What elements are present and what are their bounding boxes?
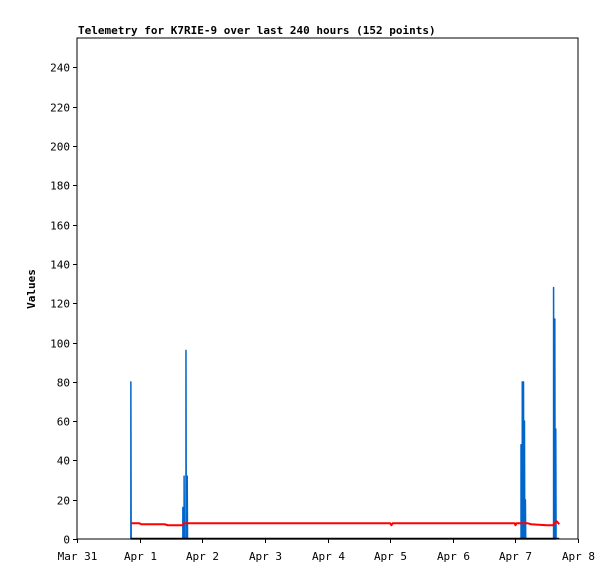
axis-layer: 0 20 40 60 80 100 120 140 160 180 200 220 240 Mar 31 A… — [50, 37, 595, 563]
y-tick-label-9: 180 — [50, 180, 70, 193]
y-tick-label-6: 120 — [50, 298, 70, 311]
x-tick-label-2: Apr 2 — [186, 550, 219, 563]
x-tick-label-0: Mar 31 — [58, 550, 98, 563]
x-tick-label-5: Apr 5 — [374, 550, 407, 563]
x-tick-label-7: Apr 7 — [499, 550, 532, 563]
x-tick-label-6: Apr 6 — [437, 550, 470, 563]
y-tick-label-2: 40 — [57, 455, 70, 468]
x-tick-label-1: Apr 1 — [124, 550, 157, 563]
x-tick-label-4: Apr 4 — [312, 550, 345, 563]
x-tick-label-3: Apr 3 — [249, 550, 282, 563]
y-tick-label-10: 200 — [50, 141, 70, 154]
y-tick-label-0: 0 — [63, 534, 70, 547]
x-tick-label-8: Apr 8 — [562, 550, 595, 563]
plot-frame — [76, 37, 579, 540]
y-tick-label-8: 160 — [50, 220, 70, 233]
y-tick-label-4: 80 — [57, 377, 70, 390]
y-tick-label-1: 20 — [57, 495, 70, 508]
y-tick-label-11: 220 — [50, 102, 70, 115]
y-tick-label-5: 100 — [50, 338, 70, 351]
y-axis-label: Values — [25, 269, 38, 309]
series-1-line — [130, 520, 560, 527]
chart-title: Telemetry for K7RIE-9 over last 240 hour… — [78, 24, 436, 37]
y-tick-label-3: 60 — [57, 416, 70, 429]
plot-layer — [130, 286, 560, 540]
y-tick-label-7: 140 — [50, 259, 70, 272]
series-0-line — [130, 286, 557, 540]
y-tick-label-12: 240 — [50, 62, 70, 75]
